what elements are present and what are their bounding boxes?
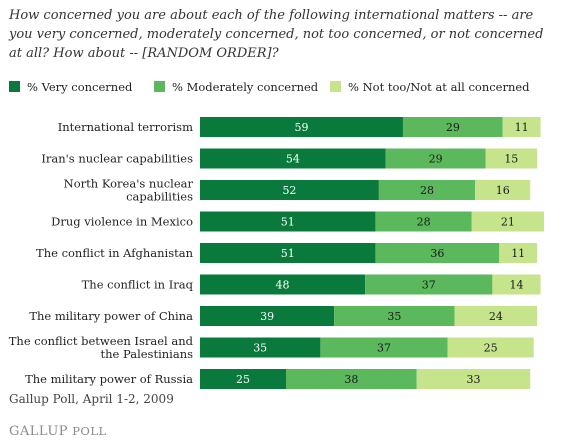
legend-swatch-not-too bbox=[330, 81, 341, 92]
value-label-not-too-the-conflict-in-iraq: 14 bbox=[509, 279, 523, 292]
value-label-moderate-the-military-power-of-russia: 38 bbox=[344, 373, 358, 386]
value-label-moderate-drug-violence-in-mexico: 28 bbox=[417, 216, 431, 229]
bar-moderate-the-military-power-of-china bbox=[334, 306, 455, 326]
value-label-very-drug-violence-in-mexico: 51 bbox=[281, 216, 295, 229]
value-label-moderate-north-korea-s-nuclear-capabilities: 28 bbox=[420, 184, 434, 197]
category-label-drug-violence-in-mexico: Drug violence in Mexico bbox=[51, 215, 193, 229]
value-label-very-the-military-power-of-russia: 25 bbox=[236, 373, 250, 386]
bar-moderate-iran-s-nuclear-capabilities bbox=[385, 148, 486, 169]
legend-swatch-moderate bbox=[154, 81, 165, 92]
value-label-moderate-the-conflict-in-iraq: 37 bbox=[422, 279, 436, 292]
value-label-not-too-drug-violence-in-mexico: 21 bbox=[501, 216, 515, 229]
value-label-not-too-the-conflict-between-israel-and-the-palestinians: 25 bbox=[484, 342, 498, 355]
category-label-international-terrorism: International terrorism bbox=[58, 120, 193, 134]
legend-label-moderate: % Moderately concerned bbox=[172, 80, 319, 94]
bar-moderate-drug-violence-in-mexico bbox=[375, 211, 472, 232]
value-label-very-the-conflict-in-iraq: 48 bbox=[276, 279, 290, 292]
logo-word-gallup: GALLUP bbox=[9, 424, 69, 439]
bar-moderate-international-terrorism bbox=[402, 117, 503, 137]
bar-not-too-drug-violence-in-mexico bbox=[471, 211, 544, 232]
value-label-not-too-iran-s-nuclear-capabilities: 15 bbox=[504, 153, 518, 166]
value-label-moderate-iran-s-nuclear-capabilities: 29 bbox=[429, 153, 443, 166]
category-label-the-conflict-in-afghanistan: The conflict in Afghanistan bbox=[36, 246, 194, 260]
value-label-very-north-korea-s-nuclear-capabilities: 52 bbox=[282, 184, 296, 197]
logo-word-poll: POLL bbox=[72, 424, 107, 438]
bar-not-too-the-military-power-of-china bbox=[454, 306, 538, 326]
value-label-not-too-international-terrorism: 11 bbox=[515, 121, 529, 134]
category-label-the-military-power-of-russia: The military power of Russia bbox=[25, 372, 193, 386]
value-label-very-the-conflict-between-israel-and-the-palestinians: 35 bbox=[253, 342, 267, 355]
bar-not-too-the-conflict-in-iraq bbox=[492, 274, 541, 295]
legend-label-very: % Very concerned bbox=[27, 80, 133, 94]
bar-very-international-terrorism bbox=[200, 117, 403, 137]
bar-very-the-conflict-in-iraq bbox=[200, 274, 366, 295]
stacked-bar-chart: International terrorism 59 29 11 Iran's nucl… bbox=[9, 117, 544, 389]
legend-item-very: % Very concerned bbox=[9, 80, 132, 94]
value-label-very-the-military-power-of-china: 39 bbox=[260, 310, 274, 323]
bar-very-the-military-power-of-russia bbox=[200, 369, 286, 389]
bar-moderate-the-conflict-in-afghanistan bbox=[375, 243, 500, 263]
value-label-very-iran-s-nuclear-capabilities: 54 bbox=[286, 153, 300, 166]
legend-item-not-too: % Not too/Not at all concerned bbox=[330, 80, 530, 94]
bar-moderate-north-korea-s-nuclear-capabilities bbox=[378, 180, 476, 200]
category-label-iran-s-nuclear-capabilities: Iran's nuclear capabilities bbox=[41, 152, 193, 166]
value-label-moderate-the-military-power-of-china: 35 bbox=[387, 310, 401, 323]
bar-not-too-the-conflict-in-afghanistan bbox=[499, 243, 538, 263]
value-label-not-too-the-military-power-of-china: 24 bbox=[489, 310, 503, 323]
bar-not-too-iran-s-nuclear-capabilities bbox=[485, 148, 538, 169]
value-label-not-too-the-conflict-in-afghanistan: 11 bbox=[511, 247, 525, 260]
bar-not-too-the-conflict-between-israel-and-the-palestinians bbox=[447, 337, 534, 358]
bar-moderate-the-military-power-of-russia bbox=[286, 369, 417, 389]
category-label-the-conflict-between-israel-and-the-palestinians: The conflict between Israel and the Pales… bbox=[9, 334, 194, 361]
bar-not-too-north-korea-s-nuclear-capabilities bbox=[475, 180, 531, 200]
bar-very-the-conflict-between-israel-and-the-palestinians bbox=[200, 337, 321, 358]
bar-moderate-the-conflict-in-iraq bbox=[365, 274, 493, 295]
value-label-not-too-north-korea-s-nuclear-capabilities: 16 bbox=[496, 184, 510, 197]
bar-not-too-the-military-power-of-russia bbox=[416, 369, 531, 389]
bar-very-the-military-power-of-china bbox=[200, 306, 335, 326]
category-label-north-korea-s-nuclear-capabilities: North Korea's nuclear capabilities bbox=[64, 177, 194, 204]
legend-swatch-very bbox=[9, 81, 20, 92]
bar-not-too-international-terrorism bbox=[502, 117, 541, 137]
bar-very-north-korea-s-nuclear-capabilities bbox=[200, 180, 379, 200]
value-label-moderate-international-terrorism: 29 bbox=[446, 121, 460, 134]
value-label-not-too-the-military-power-of-russia: 33 bbox=[466, 373, 480, 386]
category-label-the-military-power-of-china: The military power of China bbox=[29, 309, 193, 323]
legend: % Very concerned % Moderately concerned … bbox=[9, 80, 559, 96]
bar-very-iran-s-nuclear-capabilities bbox=[200, 148, 386, 169]
source-note: Gallup Poll, April 1-2, 2009 bbox=[9, 392, 174, 406]
legend-item-moderate: % Moderately concerned bbox=[154, 80, 318, 94]
gallup-poll-logo: GALLUP POLL bbox=[9, 424, 107, 439]
value-label-very-international-terrorism: 59 bbox=[294, 121, 308, 134]
value-label-moderate-the-conflict-between-israel-and-the-palestinians: 37 bbox=[377, 342, 391, 355]
chart-title: How concerned you are about each of the … bbox=[9, 8, 544, 61]
bar-moderate-the-conflict-between-israel-and-the-palestinians bbox=[320, 337, 448, 358]
legend-label-not-too: % Not too/Not at all concerned bbox=[348, 80, 530, 94]
bar-very-drug-violence-in-mexico bbox=[200, 211, 376, 232]
bar-very-the-conflict-in-afghanistan bbox=[200, 243, 376, 263]
category-label-the-conflict-in-iraq: The conflict in Iraq bbox=[82, 278, 194, 292]
value-label-moderate-the-conflict-in-afghanistan: 36 bbox=[430, 247, 444, 260]
value-label-very-the-conflict-in-afghanistan: 51 bbox=[281, 247, 295, 260]
